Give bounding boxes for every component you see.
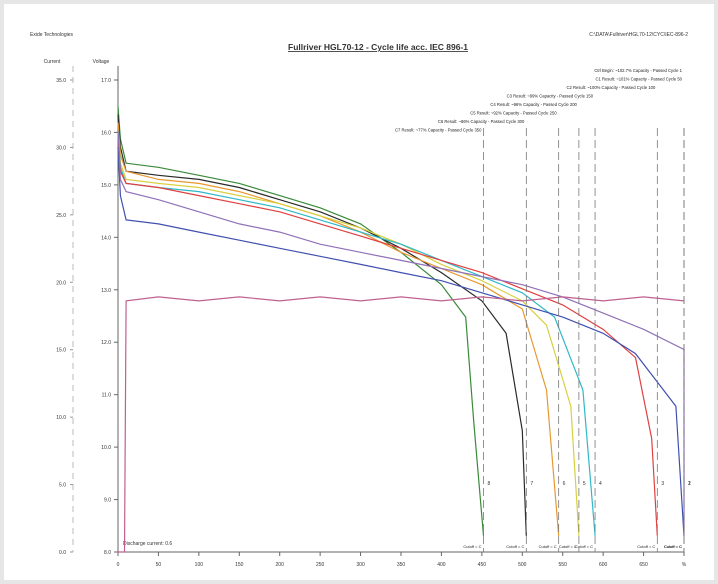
annotation-label: Ctrl Begin: ~102.7% Capacity - Passed Cy… xyxy=(594,68,682,73)
bottom-cutoff-label: Cutoff = C xyxy=(506,544,524,549)
x-tick-label: 100 xyxy=(195,562,204,568)
annotation-label: C5 Result: ~92% Capacity - Passed Cycle … xyxy=(470,111,557,116)
current-tick-label: 30.0 xyxy=(56,145,66,151)
cutoff-label: 5 xyxy=(583,481,586,487)
x-tick-label: 400 xyxy=(437,562,446,568)
annotation-label: C6 Result: ~86% Capacity - Passed Cycle … xyxy=(438,119,525,124)
annotation-label: C1 Result: ~101% Capacity - Passed Cycle… xyxy=(596,77,683,82)
voltage-tick-label: 14.0 xyxy=(101,235,111,241)
series-line-8 xyxy=(117,130,685,536)
cutoff-label: 7 xyxy=(530,481,533,487)
annotation-label: C2 Result: ~100% Capacity - Passed Cycle… xyxy=(567,85,656,90)
voltage-tick-label: 15.0 xyxy=(101,183,111,189)
x-tick-label: 350 xyxy=(397,562,406,568)
x-tick-label: 500 xyxy=(518,562,527,568)
annotation-label: C7 Result: ~77% Capacity - Passed Cycle … xyxy=(395,128,482,133)
voltage-tick-label: 10.0 xyxy=(101,445,111,451)
current-tick-label: 0.0 xyxy=(59,550,66,556)
voltage-tick-label: 17.0 xyxy=(101,78,111,84)
annotation-label: C3 Result: ~99% Capacity - Passed Cycle … xyxy=(507,94,594,99)
x-tick-label: 150 xyxy=(235,562,244,568)
annotation-label: C4 Result: ~96% Capacity - Passed Cycle … xyxy=(490,102,577,107)
voltage-tick-label: 8.0 xyxy=(104,550,111,556)
x-tick-label: 300 xyxy=(356,562,365,568)
x-tick-label: 550 xyxy=(559,562,568,568)
chart-title: Fullriver HGL70-12 - Cycle life acc. IEC… xyxy=(288,42,468,52)
x-tick-label: % xyxy=(682,562,687,568)
x-tick-label: 250 xyxy=(316,562,325,568)
series-line-1 xyxy=(117,106,485,536)
x-tick-label: 200 xyxy=(276,562,285,568)
current-tick-label: 25.0 xyxy=(56,213,66,219)
x-tick-label: 0 xyxy=(117,562,120,568)
x-tick-label: 600 xyxy=(599,562,608,568)
current-tick-label: 5.0 xyxy=(59,483,66,489)
current-tick-label: 15.0 xyxy=(56,348,66,354)
current-tick-label: 10.0 xyxy=(56,415,66,421)
cutoff-label: 1 xyxy=(688,481,691,487)
bottom-cutoff-label: Cutoff = C xyxy=(637,544,655,549)
header-left: Exide Technologies xyxy=(30,32,73,38)
voltage-tick-label: 9.0 xyxy=(104,498,111,504)
cutoff-label: 6 xyxy=(563,481,566,487)
cutoff-label: 3 xyxy=(661,481,664,487)
voltage-tick-label: 16.0 xyxy=(101,130,111,136)
bottom-cutoff-label: Cutoff = C xyxy=(559,544,577,549)
cutoff-label: 4 xyxy=(599,481,602,487)
bottom-cutoff-label: Cutoff = C xyxy=(463,544,481,549)
bottom-cutoff-label: Cutoff = C xyxy=(664,544,682,549)
series-line-9 xyxy=(118,296,685,553)
header-right: C:\DATA\Fullriver\HGL70-12\CYC\IEC-896-2 xyxy=(589,32,688,38)
series-line-4 xyxy=(117,130,580,536)
voltage-tick-label: 12.0 xyxy=(101,340,111,346)
bottom-cutoff-label: Cutoff = C xyxy=(664,544,682,549)
current-tick-label: 20.0 xyxy=(56,280,66,286)
current-tick-label: 35.0 xyxy=(56,78,66,84)
voltage-axis-label: Voltage xyxy=(93,59,110,65)
cutoff-label: 8 xyxy=(487,481,490,487)
voltage-tick-label: 11.0 xyxy=(102,393,112,399)
series-line-6 xyxy=(117,138,658,536)
current-axis-label: Current xyxy=(44,59,61,65)
bottom-cutoff-label: Cutoff = C xyxy=(575,544,593,549)
bottom-cutoff-label: Cutoff = C xyxy=(539,544,557,549)
voltage-tick-label: 13.0 xyxy=(101,288,111,294)
series-line-7 xyxy=(117,146,685,536)
x-tick-label: 650 xyxy=(639,562,648,568)
x-tick-label: 450 xyxy=(478,562,487,568)
cutoff-label: 2 xyxy=(688,481,691,487)
footnote: Discharge current: 0.6 xyxy=(123,541,172,547)
series-line-2 xyxy=(117,114,527,536)
x-tick-label: 50 xyxy=(156,562,162,568)
